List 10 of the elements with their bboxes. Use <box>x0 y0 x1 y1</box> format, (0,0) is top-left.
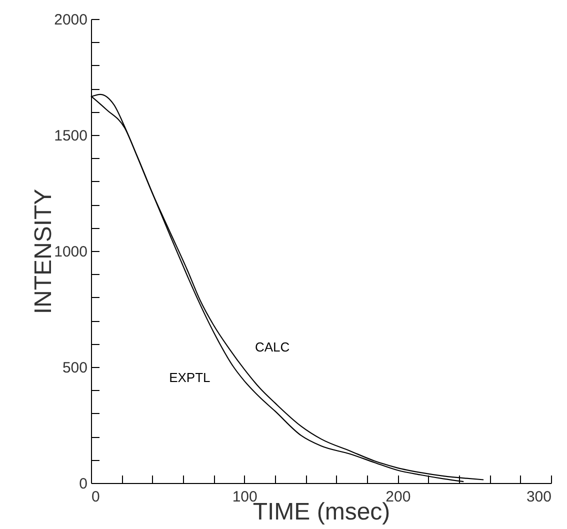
series-label: CALC <box>254 339 290 354</box>
y-tick-label: 0 <box>79 476 88 492</box>
y-tick-label: 1000 <box>54 244 88 260</box>
y-tick-label: 500 <box>62 360 88 376</box>
x-tick-label: 200 <box>386 488 411 506</box>
x-tick-label: 0 <box>92 488 100 506</box>
y-tick-label: 2000 <box>54 12 88 28</box>
x-tick-label: 300 <box>526 488 552 506</box>
y-tick-label: 1500 <box>54 128 88 144</box>
series-label: EXPTL <box>169 370 210 386</box>
